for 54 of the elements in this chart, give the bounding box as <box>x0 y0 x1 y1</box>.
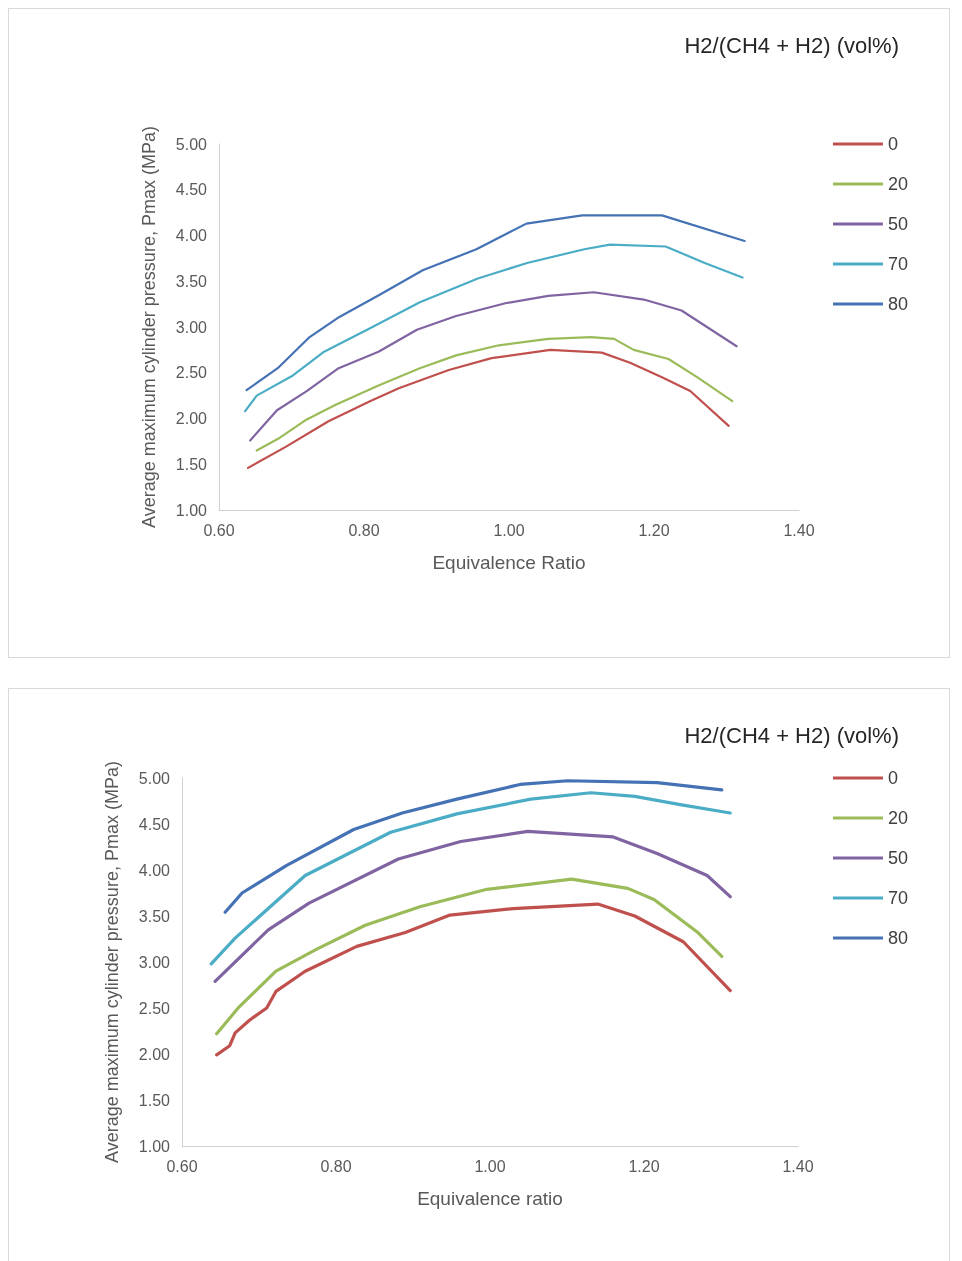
x-axis-title: Equivalence ratio <box>417 1187 563 1209</box>
y-tick-label: 2.00 <box>175 410 208 427</box>
x-tick-label: 0.60 <box>203 521 235 539</box>
y-tick-label: 3.00 <box>138 953 171 971</box>
legend-label: 20 <box>887 808 909 828</box>
line-series <box>215 902 732 1057</box>
y-tick-label: 3.00 <box>175 318 208 336</box>
line-series <box>246 348 730 470</box>
line-series <box>209 791 732 966</box>
y-axis-title: Average maximum cylinder pressure, Pmax (MPa) <box>139 126 159 528</box>
line-series <box>213 829 732 983</box>
line-series <box>255 335 734 452</box>
x-tick-label: 1.20 <box>628 1157 660 1175</box>
x-tick-label: 1.40 <box>782 1157 814 1175</box>
legend-title: H2/(CH4 + H2) (vol%) <box>684 32 899 58</box>
x-axis-title: Equivalence Ratio <box>432 551 586 573</box>
legend-label: 80 <box>887 928 909 948</box>
x-tick-label: 1.40 <box>783 521 815 539</box>
x-tick-label: 0.80 <box>320 1157 352 1175</box>
y-tick-label: 4.50 <box>138 815 171 833</box>
y-tick-label: 3.50 <box>138 907 171 925</box>
line-series <box>223 779 724 914</box>
legend-label: 20 <box>887 174 909 194</box>
y-tick-label: 1.00 <box>175 501 208 519</box>
line-series <box>245 214 746 392</box>
legend-label: 50 <box>887 848 909 868</box>
legend-label: 50 <box>887 214 909 234</box>
y-tick-label: 5.00 <box>175 135 208 153</box>
y-tick-label: 2.00 <box>138 1045 171 1063</box>
line-series <box>215 877 724 1036</box>
x-tick-label: 1.00 <box>493 521 525 539</box>
x-tick-label: 1.00 <box>474 1157 506 1175</box>
y-tick-label: 3.50 <box>175 272 208 290</box>
y-tick-label: 5.00 <box>138 769 171 787</box>
legend-label: 70 <box>887 254 909 274</box>
y-tick-label: 4.00 <box>175 227 208 244</box>
line-series <box>244 243 744 413</box>
legend-title: H2/(CH4 + H2) (vol%) <box>684 722 899 748</box>
x-tick-label: 0.80 <box>348 521 380 539</box>
y-tick-label: 4.00 <box>138 861 171 879</box>
line-series <box>249 291 738 442</box>
y-tick-label: 1.50 <box>175 455 208 473</box>
legend-label: 80 <box>887 294 909 314</box>
y-tick-label: 1.00 <box>138 1137 171 1155</box>
y-axis-title: Average maximum cylinder pressure, Pmax (MPa) <box>102 761 122 1163</box>
legend-label: 70 <box>887 888 909 908</box>
x-tick-label: 1.20 <box>638 521 670 539</box>
legend-label: 0 <box>887 768 898 788</box>
y-tick-label: 2.50 <box>175 364 208 382</box>
y-tick-label: 1.50 <box>138 1091 171 1109</box>
y-tick-label: 4.50 <box>175 181 208 199</box>
x-tick-label: 0.60 <box>166 1157 198 1175</box>
legend-label: 0 <box>887 134 898 154</box>
y-tick-label: 2.50 <box>138 999 171 1017</box>
